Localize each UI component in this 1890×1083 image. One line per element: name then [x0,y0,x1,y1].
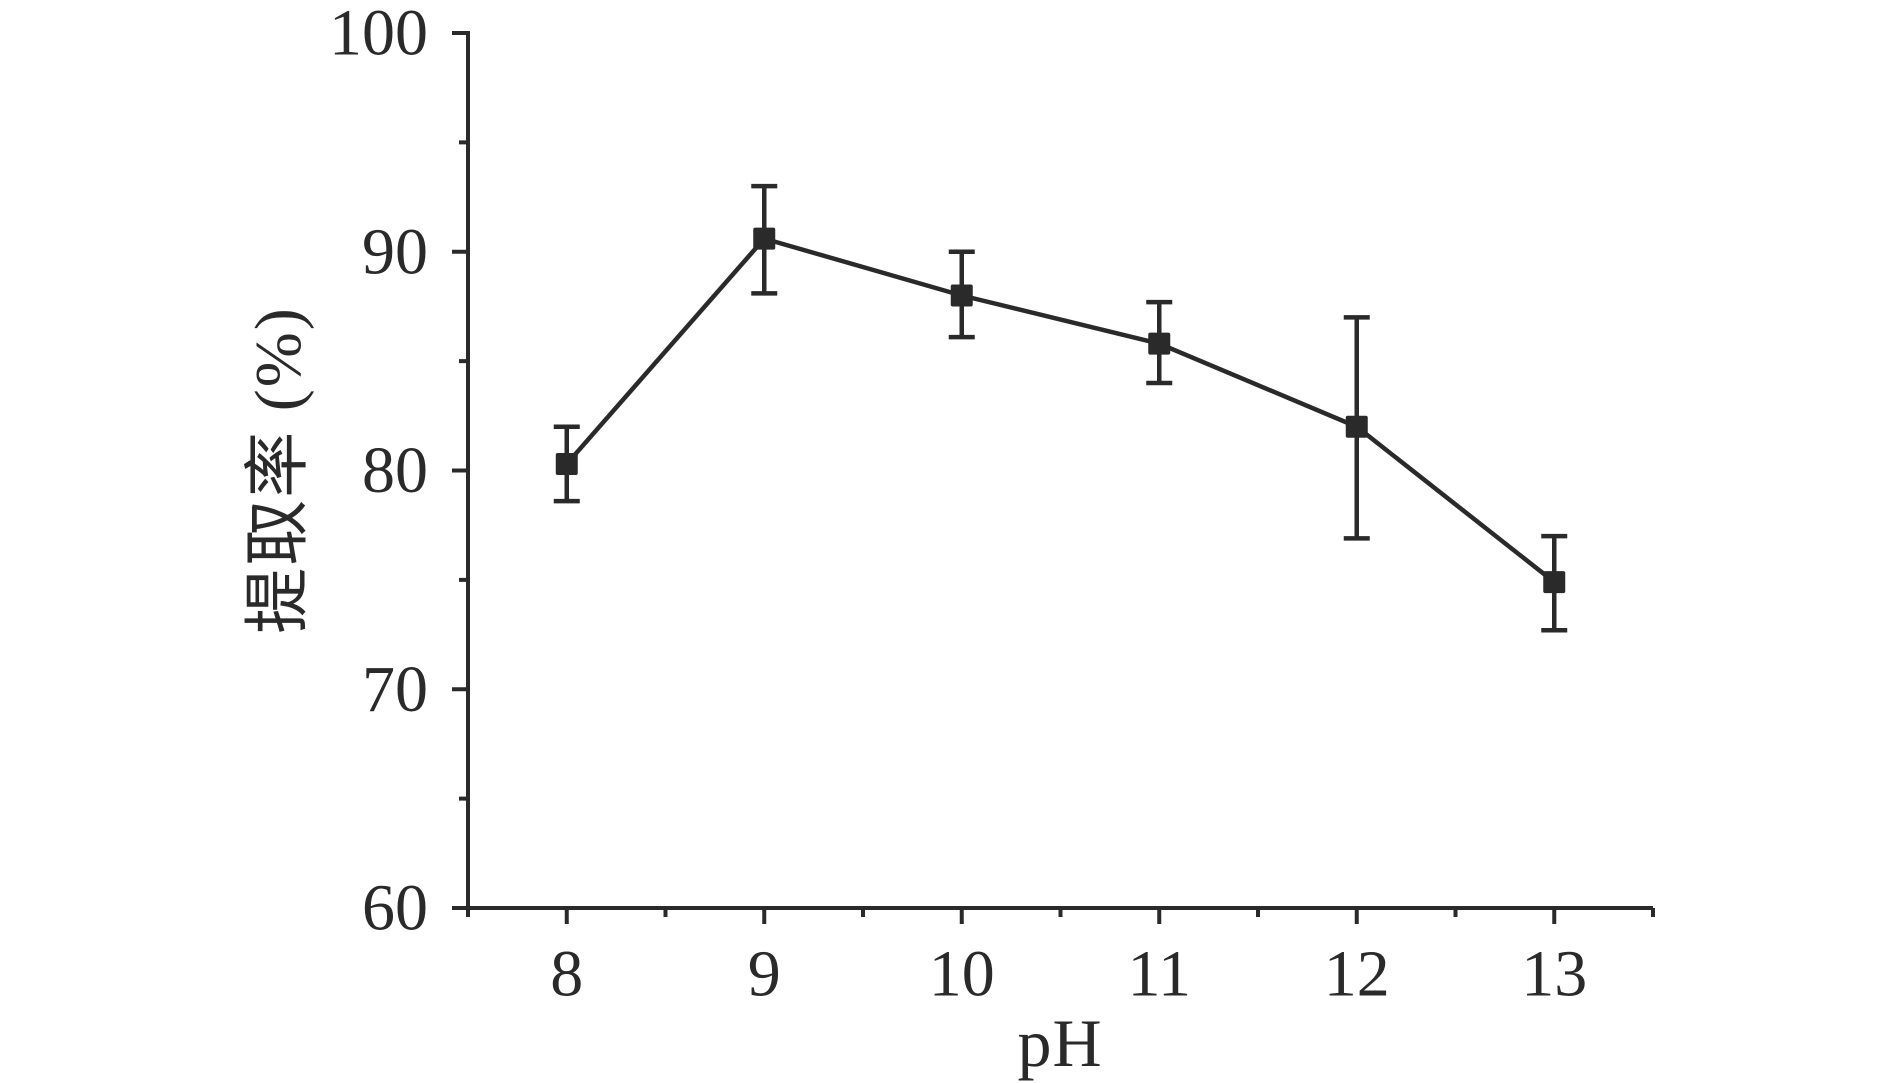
data-point-marker [950,284,973,307]
x-tick-label: 13 [1521,938,1587,1011]
data-point-marker [1543,571,1566,594]
y-tick-label: 60 [362,872,428,945]
data-point-marker [753,227,776,250]
y-tick-label: 90 [362,215,428,288]
x-tick-label: 11 [1127,938,1191,1011]
y-axis-title: 提取率 (%) [242,306,315,634]
data-point-marker [1345,415,1368,438]
x-tick-label: 10 [929,938,995,1011]
axes-frame [466,31,1653,910]
y-tick-label: 80 [362,434,428,507]
data-point-marker [555,452,578,475]
x-axis-title: pH [1017,1005,1103,1081]
x-tick-label: 12 [1324,938,1390,1011]
data-point-marker [1148,332,1171,355]
x-tick-label: 8 [550,938,583,1011]
y-tick-label: 100 [329,0,428,70]
x-tick-label: 9 [748,938,781,1011]
data-line [565,236,1556,584]
y-tick-label: 70 [362,653,428,726]
